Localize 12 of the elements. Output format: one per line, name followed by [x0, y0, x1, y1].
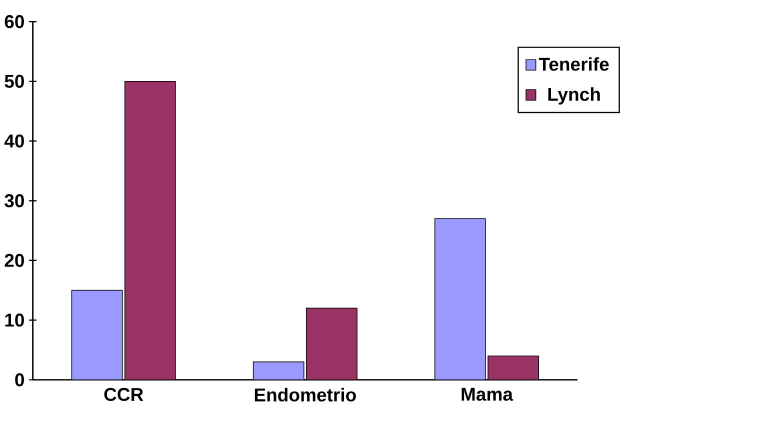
legend-label: Lynch [548, 87, 600, 104]
x-tick-label: Mama [462, 388, 514, 401]
x-tick-label: CCR [104, 388, 144, 401]
y-tick-label: 50 [4, 74, 24, 88]
y-tick-label: 60 [4, 14, 24, 28]
y-tick-label: 20 [4, 254, 24, 267]
y-tick-label: 10 [5, 313, 24, 327]
y-tick-label: 30 [4, 194, 24, 208]
y-tick-label: 0 [15, 373, 24, 386]
x-tick-label: Endometrio [254, 388, 356, 402]
legend-label: Tenerife [538, 57, 609, 71]
y-tick-label: 40 [4, 134, 24, 148]
